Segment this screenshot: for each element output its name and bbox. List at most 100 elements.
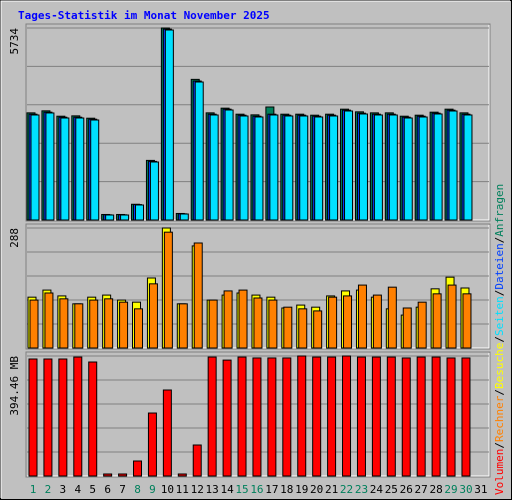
- bar: [28, 358, 38, 477]
- bar: [371, 356, 381, 477]
- bar: [357, 284, 367, 349]
- legend-separator: /: [493, 290, 506, 297]
- legend-entry: Besuche: [493, 343, 506, 389]
- x-tick-label: 19: [295, 483, 308, 496]
- bar: [343, 295, 353, 349]
- bar: [312, 356, 322, 477]
- bar: [401, 357, 411, 477]
- bar: [103, 473, 113, 477]
- bar: [358, 113, 368, 221]
- bar: [75, 117, 85, 221]
- bar: [133, 460, 143, 477]
- bar: [448, 110, 458, 221]
- bar: [432, 293, 442, 349]
- x-tick-label: 27: [415, 483, 428, 496]
- bar: [284, 115, 294, 221]
- bar: [267, 357, 277, 477]
- bar: [135, 204, 145, 221]
- bar: [252, 357, 262, 477]
- bar: [58, 358, 68, 477]
- bar: [89, 299, 99, 349]
- bar: [238, 289, 248, 349]
- bar: [74, 303, 84, 349]
- bar: [446, 357, 456, 477]
- chart-title: Tages-Statistik im Monat November 2025: [18, 9, 270, 22]
- bar: [314, 116, 324, 221]
- bar: [297, 355, 307, 477]
- bar: [44, 292, 54, 349]
- legend-entry: Seiten: [493, 296, 506, 336]
- bar: [88, 361, 98, 477]
- bar: [105, 214, 115, 221]
- x-tick-label: 28: [429, 483, 442, 496]
- legend: Volumen/Rechner/Besuche/Seiten/Dateien/A…: [493, 184, 506, 495]
- bar: [431, 356, 441, 477]
- bar: [162, 389, 172, 477]
- bar: [134, 308, 144, 349]
- bar: [402, 307, 412, 349]
- bar: [386, 356, 396, 477]
- bar: [463, 114, 473, 221]
- y-tick-label: 288: [8, 228, 21, 248]
- bar: [356, 356, 366, 477]
- legend-entry: Rechner: [493, 395, 506, 442]
- bar: [433, 113, 443, 221]
- legend-separator: /: [493, 336, 506, 343]
- y-tick-label: 394.46 MB: [8, 356, 21, 416]
- x-tick-label: 15: [235, 483, 248, 496]
- bar: [118, 473, 128, 477]
- bar: [299, 115, 309, 221]
- bar: [268, 299, 278, 349]
- x-tick-label: 24: [370, 483, 384, 496]
- x-tick-label: 25: [385, 483, 398, 496]
- bar: [177, 473, 187, 477]
- x-tick-label: 2: [45, 483, 52, 496]
- bar: [164, 29, 174, 221]
- x-tick-label: 29: [444, 483, 457, 496]
- x-tick-label: 22: [340, 483, 353, 496]
- x-tick-label: 7: [119, 483, 126, 496]
- bar: [403, 117, 413, 221]
- bar: [60, 117, 70, 221]
- x-tick-label: 13: [206, 483, 219, 496]
- bar: [224, 109, 234, 221]
- x-tick-label: 20: [310, 483, 323, 496]
- legend-separator: /: [493, 442, 506, 449]
- x-tick-label: 5: [89, 483, 96, 496]
- bar: [269, 114, 279, 221]
- bar: [178, 303, 188, 349]
- x-tick-label: 26: [400, 483, 413, 496]
- x-tick-label: 16: [250, 483, 263, 496]
- x-tick-label: 14: [220, 483, 234, 496]
- x-tick-label: 4: [74, 483, 81, 496]
- bar: [73, 356, 83, 477]
- bar: [59, 298, 69, 349]
- x-tick-label: 8: [134, 483, 141, 496]
- bar: [192, 444, 202, 477]
- bar: [418, 116, 428, 221]
- bar: [283, 306, 293, 349]
- x-tick-label: 11: [176, 483, 189, 496]
- bar: [209, 114, 219, 221]
- bar: [447, 284, 457, 349]
- bar: [342, 355, 352, 477]
- bar: [194, 81, 204, 221]
- bar: [179, 213, 189, 221]
- legend-entry: Anfragen: [493, 184, 506, 237]
- bar: [461, 357, 471, 477]
- legend-separator: /: [493, 389, 506, 396]
- bar: [104, 298, 114, 349]
- bar: [416, 356, 426, 477]
- x-tick-label: 17: [265, 483, 278, 496]
- bar: [329, 115, 339, 221]
- bar: [328, 296, 338, 349]
- x-tick-label: 21: [325, 483, 338, 496]
- x-tick-label: 3: [60, 483, 67, 496]
- bar: [90, 119, 100, 221]
- bar: [237, 356, 247, 477]
- bar: [387, 286, 397, 349]
- bar: [372, 294, 382, 349]
- bar: [43, 358, 53, 477]
- x-tick-label: 30: [459, 483, 472, 496]
